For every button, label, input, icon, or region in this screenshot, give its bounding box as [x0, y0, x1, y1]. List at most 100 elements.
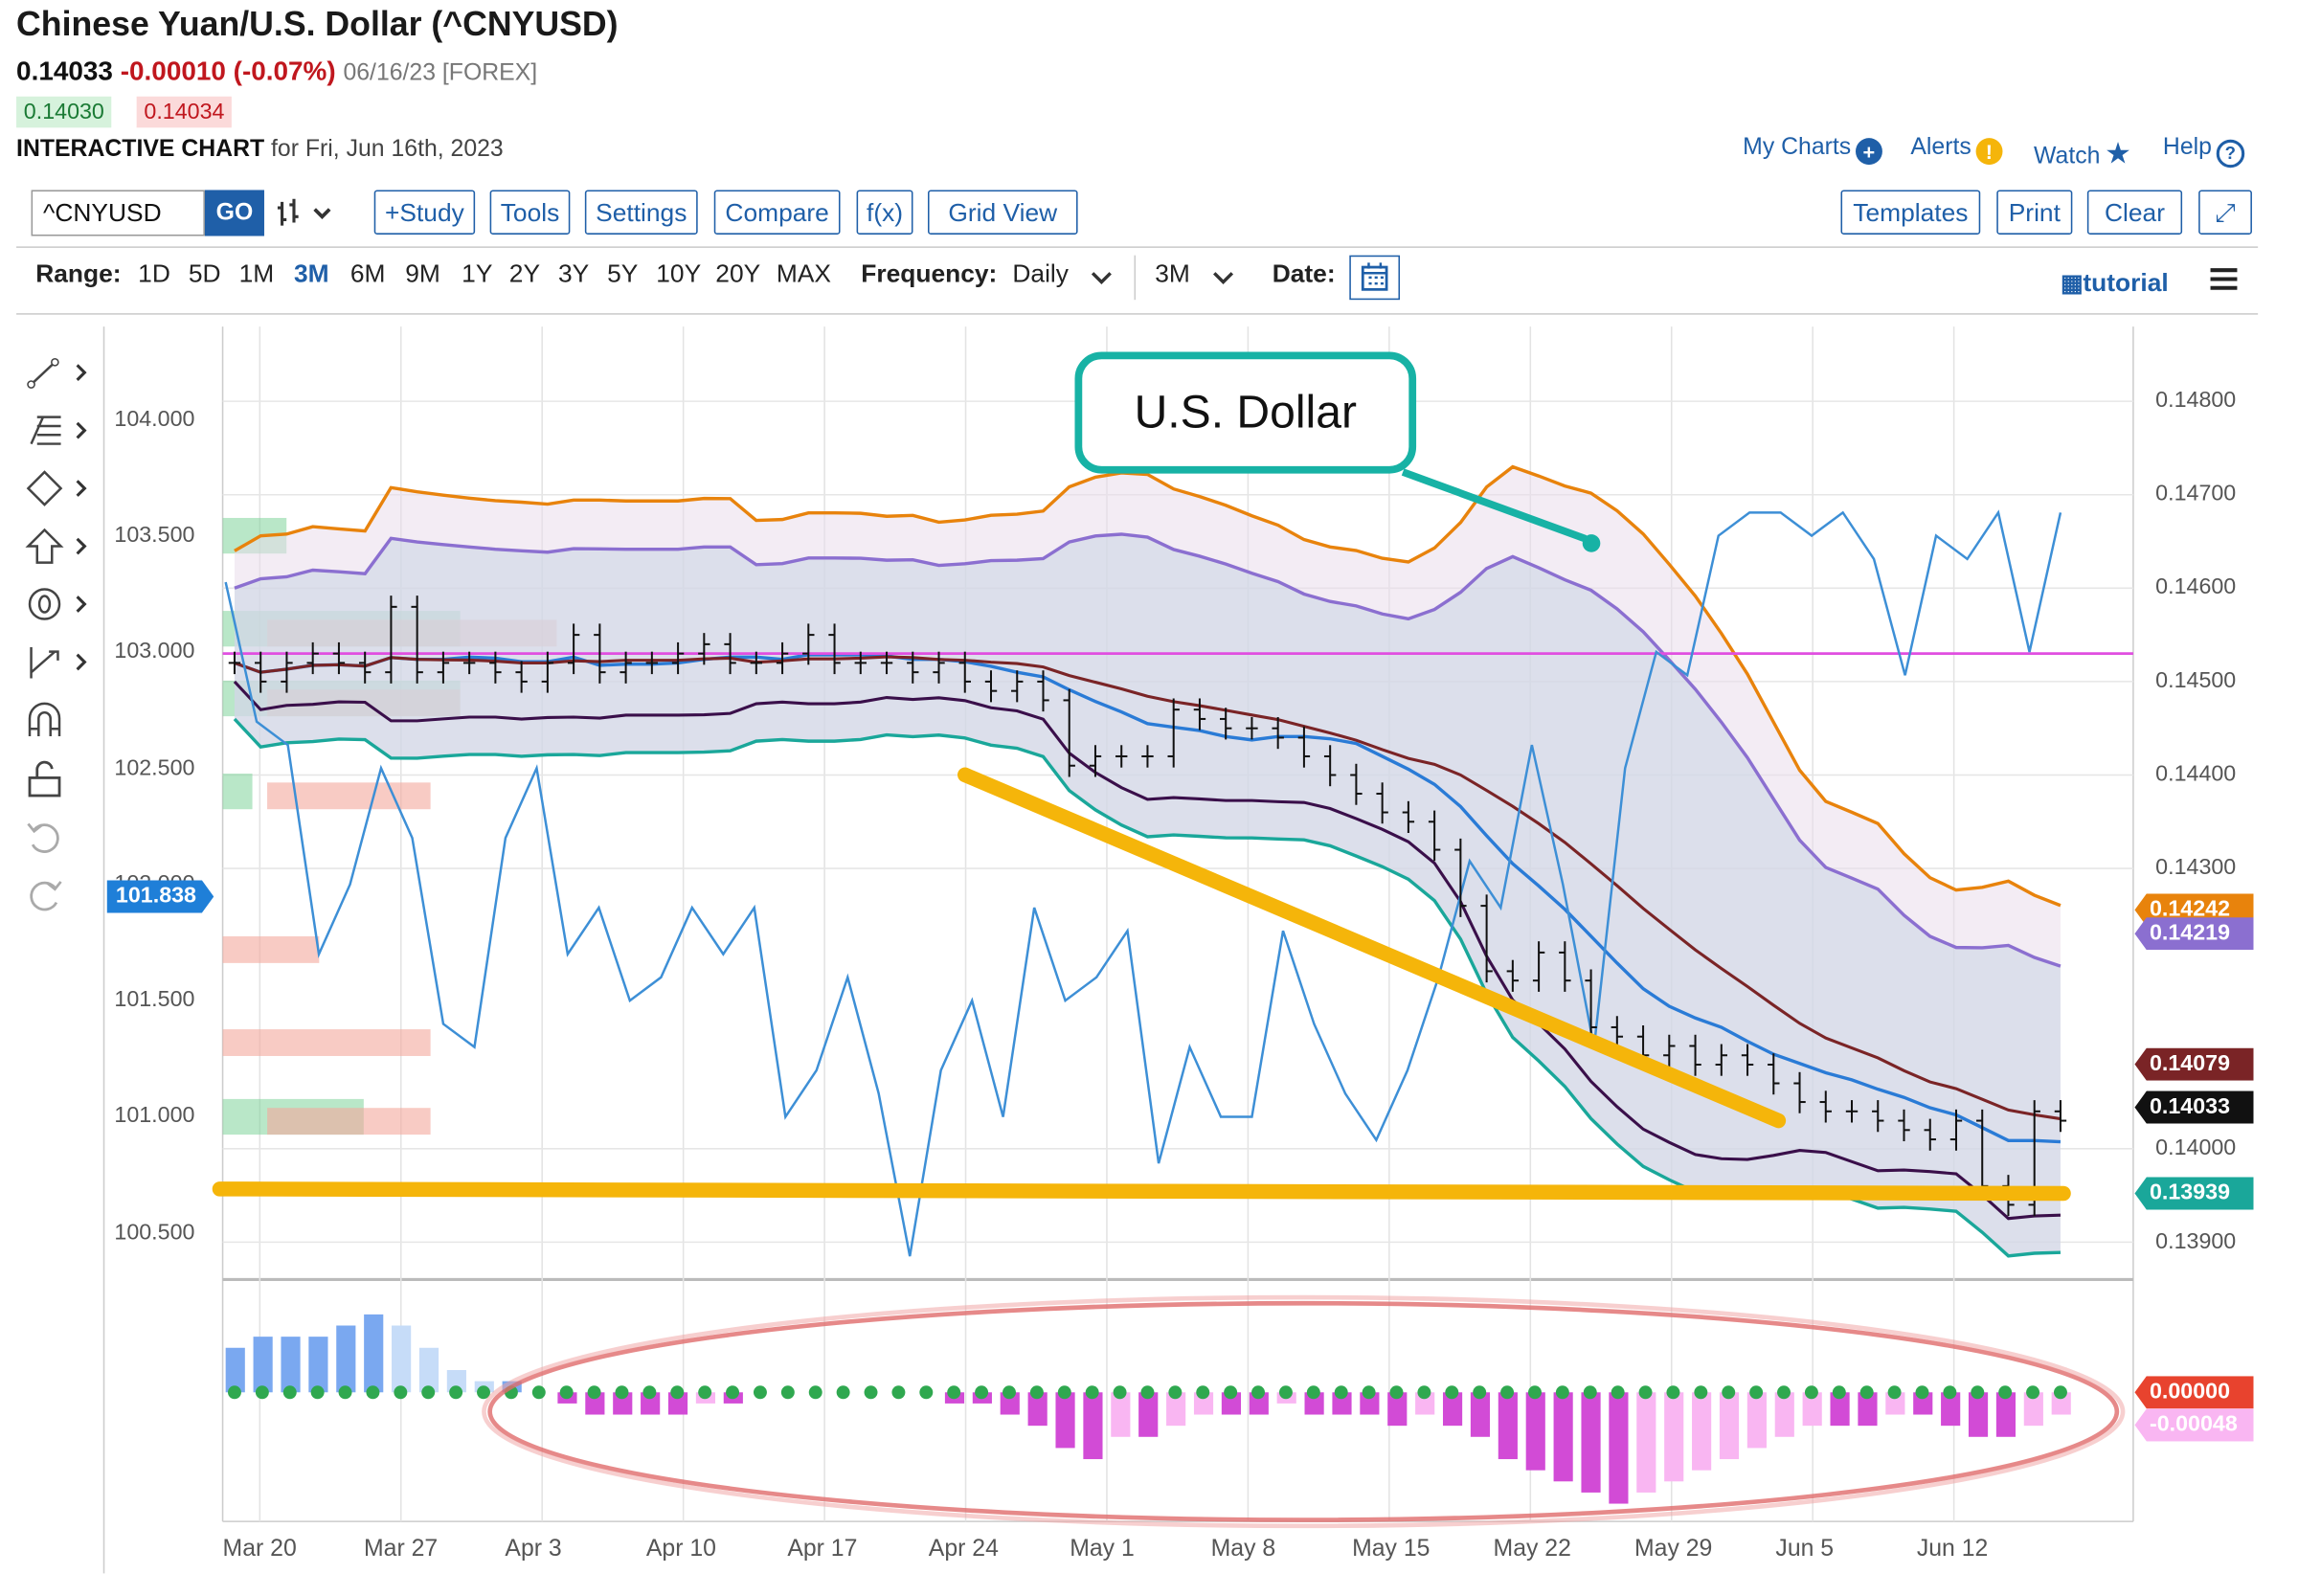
- signal-dot: [864, 1385, 878, 1400]
- signal-dot: [615, 1385, 629, 1400]
- x-axis-tick: May 1: [1070, 1536, 1135, 1562]
- redo-button[interactable]: [25, 876, 84, 914]
- grid-view-button[interactable]: Grid View: [928, 190, 1078, 235]
- histogram-bar: [1221, 1392, 1241, 1415]
- histogram-bar: [1525, 1392, 1545, 1471]
- tools-button[interactable]: Tools: [489, 190, 571, 235]
- settings-button[interactable]: Settings: [584, 190, 698, 235]
- range-5d[interactable]: 5D: [188, 259, 221, 288]
- signal-dot: [1196, 1385, 1210, 1400]
- annotation-tool-button[interactable]: [25, 585, 87, 623]
- range-max[interactable]: MAX: [776, 259, 831, 288]
- print-button[interactable]: Print: [1996, 190, 2073, 235]
- date-picker-button[interactable]: [1349, 255, 1401, 301]
- range-1y[interactable]: 1Y: [462, 259, 493, 288]
- undo-button[interactable]: [25, 818, 84, 856]
- left-axis-tick: 101.000: [114, 1103, 195, 1129]
- magnet-icon: [28, 702, 61, 736]
- histogram-bar: [1000, 1392, 1020, 1415]
- chart-annotations: [212, 468, 2126, 1529]
- histogram-bar: [1609, 1392, 1629, 1504]
- price-chart[interactable]: [0, 315, 2298, 1596]
- measure-tool-button[interactable]: [25, 642, 87, 681]
- right-axis-tick: 0.14000: [2155, 1135, 2237, 1161]
- magnet-tool-button[interactable]: [25, 701, 84, 739]
- signal-dot: [1832, 1385, 1846, 1400]
- range-5y[interactable]: 5Y: [607, 259, 639, 288]
- range-3m[interactable]: 3M: [293, 259, 329, 288]
- clear-button[interactable]: Clear: [2086, 190, 2183, 235]
- right-axis-tick: 0.14400: [2155, 761, 2237, 787]
- circle-annotation-icon: [28, 588, 87, 620]
- my-charts-link[interactable]: My Charts +: [1743, 135, 1882, 166]
- signal-dot: [1611, 1385, 1625, 1400]
- signal-dot: [1057, 1385, 1071, 1400]
- help-link[interactable]: Help?: [2163, 135, 2245, 169]
- shape-tool-button[interactable]: [25, 469, 87, 507]
- frequency-dropdown[interactable]: Daily: [1012, 259, 1116, 289]
- x-axis-tick: Apr 10: [645, 1536, 716, 1562]
- histogram-bar: [1581, 1392, 1601, 1493]
- measure-icon: [30, 646, 87, 679]
- histogram-bar: [1913, 1392, 1933, 1415]
- histogram-bar: [667, 1392, 688, 1415]
- range-20y[interactable]: 20Y: [715, 259, 761, 288]
- unlock-icon: [28, 760, 61, 798]
- bar-chart-type-icon: [277, 198, 331, 226]
- x-axis-tick: May 15: [1352, 1536, 1431, 1562]
- date-label-text: Date:: [1272, 259, 1336, 288]
- symbol-input[interactable]: ^CNYUSD: [31, 190, 205, 236]
- study-button[interactable]: +Study: [373, 190, 476, 235]
- alert-icon: !: [1975, 138, 2003, 166]
- compare-button[interactable]: Compare: [713, 190, 841, 235]
- arrow-tool-button[interactable]: [25, 527, 87, 565]
- range-1d[interactable]: 1D: [138, 259, 170, 288]
- histogram-bar: [1802, 1392, 1822, 1427]
- expand-button[interactable]: ⤢: [2198, 190, 2252, 235]
- right-axis-tick: 0.14700: [2155, 481, 2237, 507]
- range-bar: Range: 1D 5D 1M 3M 6M 9M 1Y 2Y 3Y 5Y 10Y…: [35, 259, 867, 295]
- range-6m[interactable]: 6M: [349, 259, 386, 288]
- lock-tool-button[interactable]: [25, 760, 84, 798]
- histogram-bar: [446, 1370, 466, 1393]
- ask-price: 0.14034: [136, 96, 233, 128]
- star-icon: ★: [2105, 138, 2131, 171]
- signal-dot: [1389, 1385, 1404, 1400]
- signal-dot: [780, 1385, 795, 1400]
- aggregation-dropdown[interactable]: 3M: [1155, 259, 1244, 289]
- histogram-bar: [1304, 1392, 1324, 1415]
- ohlc-bars: [228, 596, 2067, 1217]
- tutorial-label: tutorial: [2083, 268, 2169, 298]
- volume-down-bar: [222, 935, 320, 963]
- watch-link[interactable]: Watch ★: [2034, 135, 2131, 172]
- price-tag: 0.14033: [2134, 1090, 2254, 1124]
- range-3y[interactable]: 3Y: [557, 259, 590, 288]
- histogram-bar: [1138, 1392, 1159, 1437]
- range-10y[interactable]: 10Y: [656, 259, 702, 288]
- chart-type-dropdown[interactable]: [276, 196, 338, 232]
- x-axis-tick: Jun 5: [1775, 1536, 1835, 1562]
- function-button[interactable]: f(x): [856, 190, 913, 235]
- signal-dot: [449, 1385, 463, 1400]
- moving-average-brown: [234, 655, 2061, 1121]
- fibonacci-tool-button[interactable]: [25, 411, 87, 449]
- range-1m[interactable]: 1M: [238, 259, 275, 288]
- signal-dot: [1859, 1385, 1874, 1400]
- histogram-bar: [1746, 1392, 1767, 1449]
- left-axis-tick: 102.500: [114, 754, 195, 780]
- range-2y[interactable]: 2Y: [508, 259, 541, 288]
- range-9m[interactable]: 9M: [405, 259, 440, 288]
- signal-dot: [1694, 1385, 1708, 1400]
- line-tool-button[interactable]: [25, 353, 87, 392]
- red-highlight-ellipse-outer: [482, 1294, 2126, 1529]
- bid-price: 0.14030: [16, 96, 112, 128]
- templates-button[interactable]: Templates: [1840, 190, 1981, 235]
- quote-line: 0.14033 -0.00010 (-0.07%) 06/16/23 [FORE…: [16, 56, 537, 88]
- last-price: 0.14033: [16, 56, 113, 86]
- histogram-bar: [585, 1392, 605, 1415]
- tutorial-link[interactable]: ▦tutorial: [2061, 269, 2169, 299]
- left-axis-tick: 103.000: [114, 639, 195, 664]
- alerts-link[interactable]: Alerts!: [1910, 135, 2003, 166]
- hamburger-menu-button[interactable]: [2209, 264, 2239, 294]
- go-button[interactable]: GO: [204, 190, 264, 236]
